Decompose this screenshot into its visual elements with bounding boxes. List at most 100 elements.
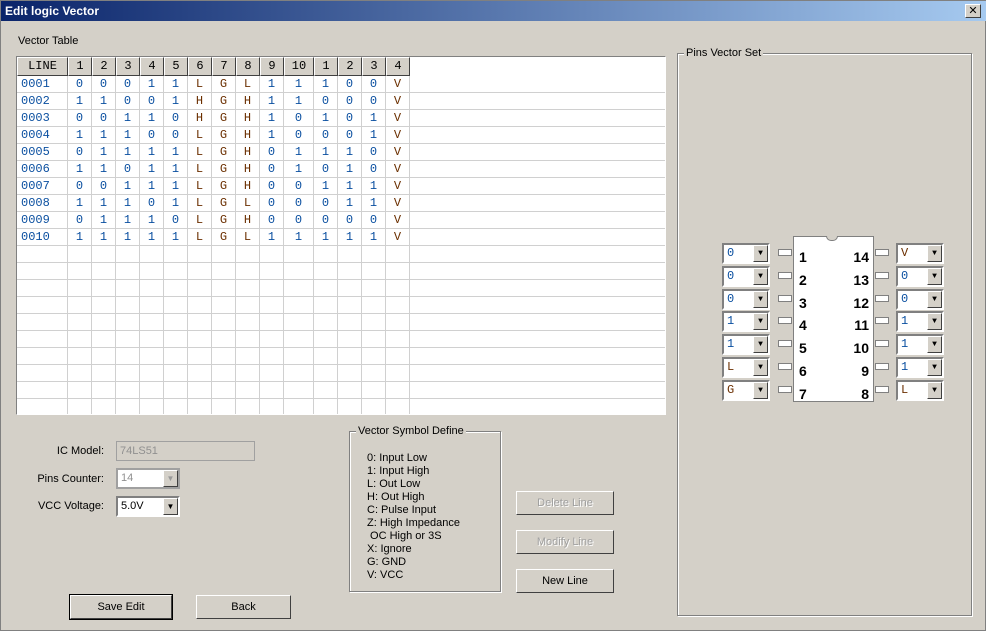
table-cell[interactable]	[386, 331, 410, 348]
table-cell[interactable]	[140, 348, 164, 365]
table-cell[interactable]	[164, 246, 188, 263]
table-cell[interactable]	[338, 365, 362, 382]
table-cell[interactable]: 1	[362, 178, 386, 195]
table-cell[interactable]	[362, 246, 386, 263]
table-cell[interactable]: 0	[314, 161, 338, 178]
table-cell[interactable]: 1	[338, 195, 362, 212]
table-cell[interactable]: 0	[314, 127, 338, 144]
table-cell[interactable]	[92, 348, 116, 365]
table-cell[interactable]: H	[188, 93, 212, 110]
table-cell[interactable]: G	[212, 229, 236, 246]
table-cell[interactable]: 0	[92, 178, 116, 195]
table-cell[interactable]: 0	[68, 178, 92, 195]
table-cell[interactable]	[338, 331, 362, 348]
table-cell[interactable]: G	[212, 127, 236, 144]
table-cell[interactable]	[140, 399, 164, 414]
table-cell[interactable]: 0005	[17, 144, 68, 161]
pin-7-select[interactable]: G ▼	[722, 379, 770, 401]
table-cell[interactable]: H	[188, 110, 212, 127]
table-cell[interactable]	[92, 382, 116, 399]
table-cell[interactable]	[236, 365, 260, 382]
table-cell[interactable]: 0	[68, 110, 92, 127]
table-cell[interactable]: 0	[314, 195, 338, 212]
table-cell[interactable]: 1	[68, 195, 92, 212]
table-cell[interactable]	[68, 382, 92, 399]
table-cell[interactable]	[236, 331, 260, 348]
table-cell[interactable]	[188, 348, 212, 365]
table-cell[interactable]: 0007	[17, 178, 68, 195]
table-cell[interactable]	[140, 382, 164, 399]
table-cell[interactable]: 1	[164, 229, 188, 246]
table-cell[interactable]	[284, 297, 314, 314]
table-cell[interactable]: 0	[284, 195, 314, 212]
column-header[interactable]: 3	[362, 57, 386, 76]
table-cell[interactable]	[236, 297, 260, 314]
table-cell[interactable]	[362, 314, 386, 331]
table-cell[interactable]	[68, 280, 92, 297]
table-cell[interactable]: G	[212, 93, 236, 110]
table-cell[interactable]: 1	[260, 110, 284, 127]
table-cell[interactable]: 0	[362, 144, 386, 161]
table-cell[interactable]: 0	[164, 212, 188, 229]
table-cell[interactable]	[386, 365, 410, 382]
table-cell[interactable]: V	[386, 161, 410, 178]
table-cell[interactable]	[314, 246, 338, 263]
table-cell[interactable]: 1	[314, 110, 338, 127]
table-cell[interactable]	[17, 297, 68, 314]
table-cell[interactable]: 0	[362, 93, 386, 110]
table-cell[interactable]	[92, 314, 116, 331]
table-cell[interactable]	[92, 280, 116, 297]
table-cell[interactable]: 0004	[17, 127, 68, 144]
table-cell[interactable]: H	[236, 93, 260, 110]
table-cell[interactable]: G	[212, 178, 236, 195]
table-cell[interactable]: 0	[338, 93, 362, 110]
table-cell[interactable]: 0	[260, 161, 284, 178]
table-cell[interactable]: 1	[362, 110, 386, 127]
table-cell[interactable]: 0	[140, 93, 164, 110]
table-cell[interactable]: 0	[362, 76, 386, 93]
table-cell[interactable]	[362, 297, 386, 314]
table-cell[interactable]	[116, 297, 140, 314]
table-cell[interactable]	[362, 365, 386, 382]
table-cell[interactable]: L	[188, 76, 212, 93]
column-header[interactable]: 4	[386, 57, 410, 76]
table-cell[interactable]: 1	[92, 144, 116, 161]
table-cell[interactable]	[116, 263, 140, 280]
table-cell[interactable]: 0	[140, 195, 164, 212]
pin-9-select[interactable]: 1 ▼	[896, 357, 944, 378]
table-cell[interactable]: L	[188, 229, 212, 246]
pin-11-select[interactable]: 1 ▼	[896, 311, 944, 333]
table-cell[interactable]	[386, 399, 410, 414]
table-cell[interactable]: 1	[140, 178, 164, 195]
table-cell[interactable]	[284, 331, 314, 348]
table-cell[interactable]: 1	[92, 161, 116, 178]
table-cell[interactable]: 0	[338, 127, 362, 144]
column-header[interactable]: 8	[236, 57, 260, 76]
table-cell[interactable]: G	[212, 195, 236, 212]
table-cell[interactable]: 0	[92, 76, 116, 93]
table-cell[interactable]	[314, 280, 338, 297]
table-cell[interactable]: 1	[260, 76, 284, 93]
table-cell[interactable]: 1	[284, 144, 314, 161]
pin-6-select[interactable]: L ▼	[722, 357, 770, 378]
table-cell[interactable]	[17, 280, 68, 297]
table-cell[interactable]: 0	[92, 110, 116, 127]
table-cell[interactable]	[140, 246, 164, 263]
column-header[interactable]: 1	[68, 57, 92, 76]
table-cell[interactable]: 1	[164, 161, 188, 178]
table-cell[interactable]: 1	[92, 127, 116, 144]
table-cell[interactable]: 0	[116, 93, 140, 110]
table-cell[interactable]	[314, 382, 338, 399]
table-cell[interactable]	[212, 280, 236, 297]
table-cell[interactable]	[212, 399, 236, 414]
table-cell[interactable]: V	[386, 127, 410, 144]
table-cell[interactable]	[68, 314, 92, 331]
table-cell[interactable]: 1	[140, 161, 164, 178]
table-cell[interactable]: V	[386, 110, 410, 127]
table-cell[interactable]	[338, 246, 362, 263]
table-cell[interactable]	[17, 314, 68, 331]
column-header[interactable]: 2	[338, 57, 362, 76]
table-cell[interactable]: 1	[338, 229, 362, 246]
table-cell[interactable]: L	[188, 144, 212, 161]
table-cell[interactable]	[386, 297, 410, 314]
